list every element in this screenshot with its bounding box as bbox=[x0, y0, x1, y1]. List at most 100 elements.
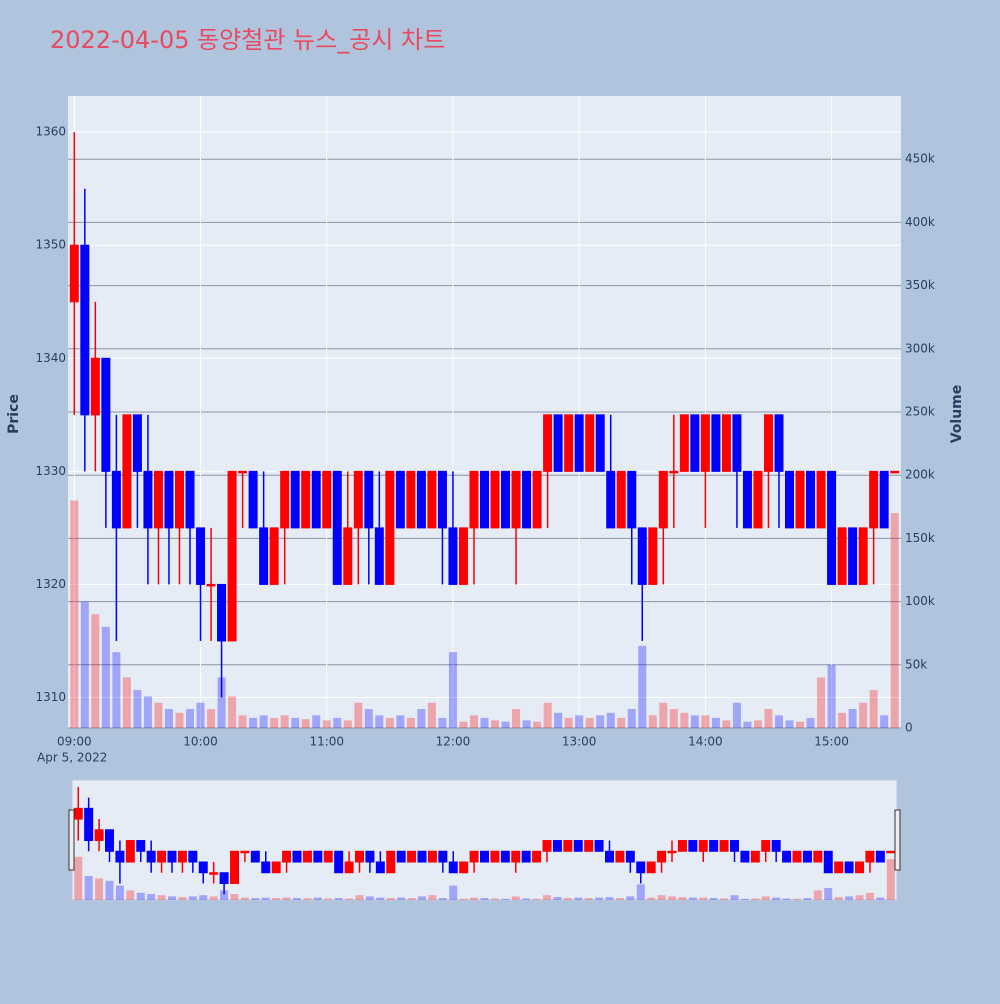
candle-body bbox=[80, 244, 90, 416]
slider-candle-body bbox=[511, 850, 521, 863]
range-handle-left[interactable] bbox=[68, 809, 75, 871]
candle-body bbox=[385, 470, 395, 585]
candle-body bbox=[322, 470, 332, 529]
volume-bar bbox=[680, 712, 689, 728]
x-date-label: Apr 5, 2022 bbox=[37, 751, 107, 765]
volume-bar bbox=[743, 721, 752, 728]
slider-volume-bar bbox=[876, 897, 885, 900]
candle-body bbox=[311, 470, 321, 529]
volume-bar bbox=[448, 652, 457, 728]
slider-volume-bar bbox=[751, 898, 760, 900]
y2-tick-label: 400k bbox=[905, 215, 935, 229]
candle-body bbox=[742, 470, 752, 529]
candle-body bbox=[532, 470, 542, 529]
slider-candle-body bbox=[396, 850, 406, 863]
x-tick-label: 10:00 bbox=[183, 735, 218, 749]
slider-volume-bar bbox=[157, 895, 166, 900]
slider-volume-bar bbox=[793, 898, 801, 900]
range-handle-right[interactable] bbox=[894, 809, 901, 871]
slider-volume-bar bbox=[761, 896, 770, 900]
range-slider[interactable] bbox=[71, 779, 898, 901]
candle-body bbox=[469, 470, 479, 529]
slider-candle-body bbox=[198, 861, 208, 874]
y-tick-label: 1320 bbox=[35, 577, 66, 591]
candle-body bbox=[522, 470, 532, 529]
slider-candle-body bbox=[802, 850, 812, 863]
slider-volume-bar bbox=[834, 897, 843, 900]
volume-bar bbox=[322, 720, 331, 728]
slider-candle-body bbox=[886, 850, 896, 854]
candle-body bbox=[574, 414, 584, 472]
y2-tick-label: 350k bbox=[905, 278, 935, 292]
slider-candle-body bbox=[282, 850, 292, 863]
slider-volume-bar bbox=[709, 898, 718, 900]
slider-volume-bar bbox=[449, 885, 458, 900]
candle-body bbox=[374, 527, 384, 585]
candle-body bbox=[585, 414, 595, 472]
slider-candle-body bbox=[761, 840, 771, 852]
volume-bar bbox=[806, 717, 815, 728]
slider-candle-body bbox=[490, 850, 500, 863]
volume-bar bbox=[364, 709, 373, 728]
volume-bar bbox=[564, 717, 573, 728]
candle-body bbox=[153, 470, 163, 529]
slider-volume-bar bbox=[407, 898, 416, 900]
volume-bar bbox=[207, 709, 216, 728]
candle-body bbox=[364, 470, 374, 529]
volume-bar bbox=[354, 702, 363, 728]
volume-bar bbox=[701, 715, 710, 728]
slider-volume-bar bbox=[678, 897, 687, 900]
slider-volume-bar bbox=[178, 897, 187, 900]
volume-bar bbox=[880, 715, 889, 728]
slider-candle-body bbox=[584, 840, 594, 852]
slider-candle-body bbox=[73, 807, 83, 820]
y-tick-label: 1360 bbox=[35, 125, 66, 139]
volume-bar bbox=[617, 717, 626, 728]
slider-volume-bar bbox=[824, 888, 833, 900]
candle-body bbox=[280, 470, 290, 529]
volume-bar bbox=[186, 709, 195, 728]
candle-body bbox=[564, 414, 574, 472]
slider-volume-bar bbox=[615, 898, 624, 900]
candle-body bbox=[753, 470, 763, 529]
slider-volume-bar bbox=[730, 895, 739, 900]
slider-volume-bar bbox=[647, 897, 656, 900]
candle-body bbox=[143, 470, 153, 529]
candle-body bbox=[627, 470, 637, 529]
slider-volume-bar bbox=[147, 894, 156, 900]
volume-bar bbox=[80, 601, 89, 728]
slider-volume-bar bbox=[293, 898, 301, 900]
slider-volume-bar bbox=[418, 896, 426, 900]
candle-body bbox=[553, 414, 563, 472]
volume-bar bbox=[669, 709, 678, 728]
candle-body bbox=[711, 414, 721, 472]
y2-tick-label: 200k bbox=[905, 468, 935, 482]
volume-bar bbox=[385, 717, 394, 728]
candle-body bbox=[848, 527, 858, 585]
slider-volume-bar bbox=[563, 898, 572, 900]
volume-bar bbox=[491, 720, 500, 728]
candle-body bbox=[774, 414, 784, 472]
volume-bar bbox=[785, 720, 794, 728]
slider-volume-bar bbox=[240, 897, 249, 900]
slider-candle-body bbox=[219, 872, 229, 884]
slider-candle-body bbox=[625, 850, 635, 863]
candle-body bbox=[122, 414, 132, 529]
slider-volume-bar bbox=[501, 898, 510, 900]
volume-bar bbox=[711, 717, 720, 728]
volume-bar bbox=[249, 717, 258, 728]
slider-volume-bar bbox=[543, 895, 551, 900]
slider-volume-bar bbox=[376, 897, 385, 900]
slider-candle-body bbox=[875, 850, 885, 863]
slider-volume-bar bbox=[595, 897, 604, 900]
slider-volume-bar bbox=[261, 897, 270, 900]
slider-volume-bar bbox=[772, 897, 781, 900]
candle-body bbox=[101, 357, 111, 472]
slider-candle-body bbox=[667, 850, 677, 854]
volume-bar bbox=[70, 500, 79, 728]
candle-body bbox=[448, 527, 458, 585]
slider-candle-body bbox=[469, 850, 479, 863]
candle-body bbox=[395, 470, 405, 529]
